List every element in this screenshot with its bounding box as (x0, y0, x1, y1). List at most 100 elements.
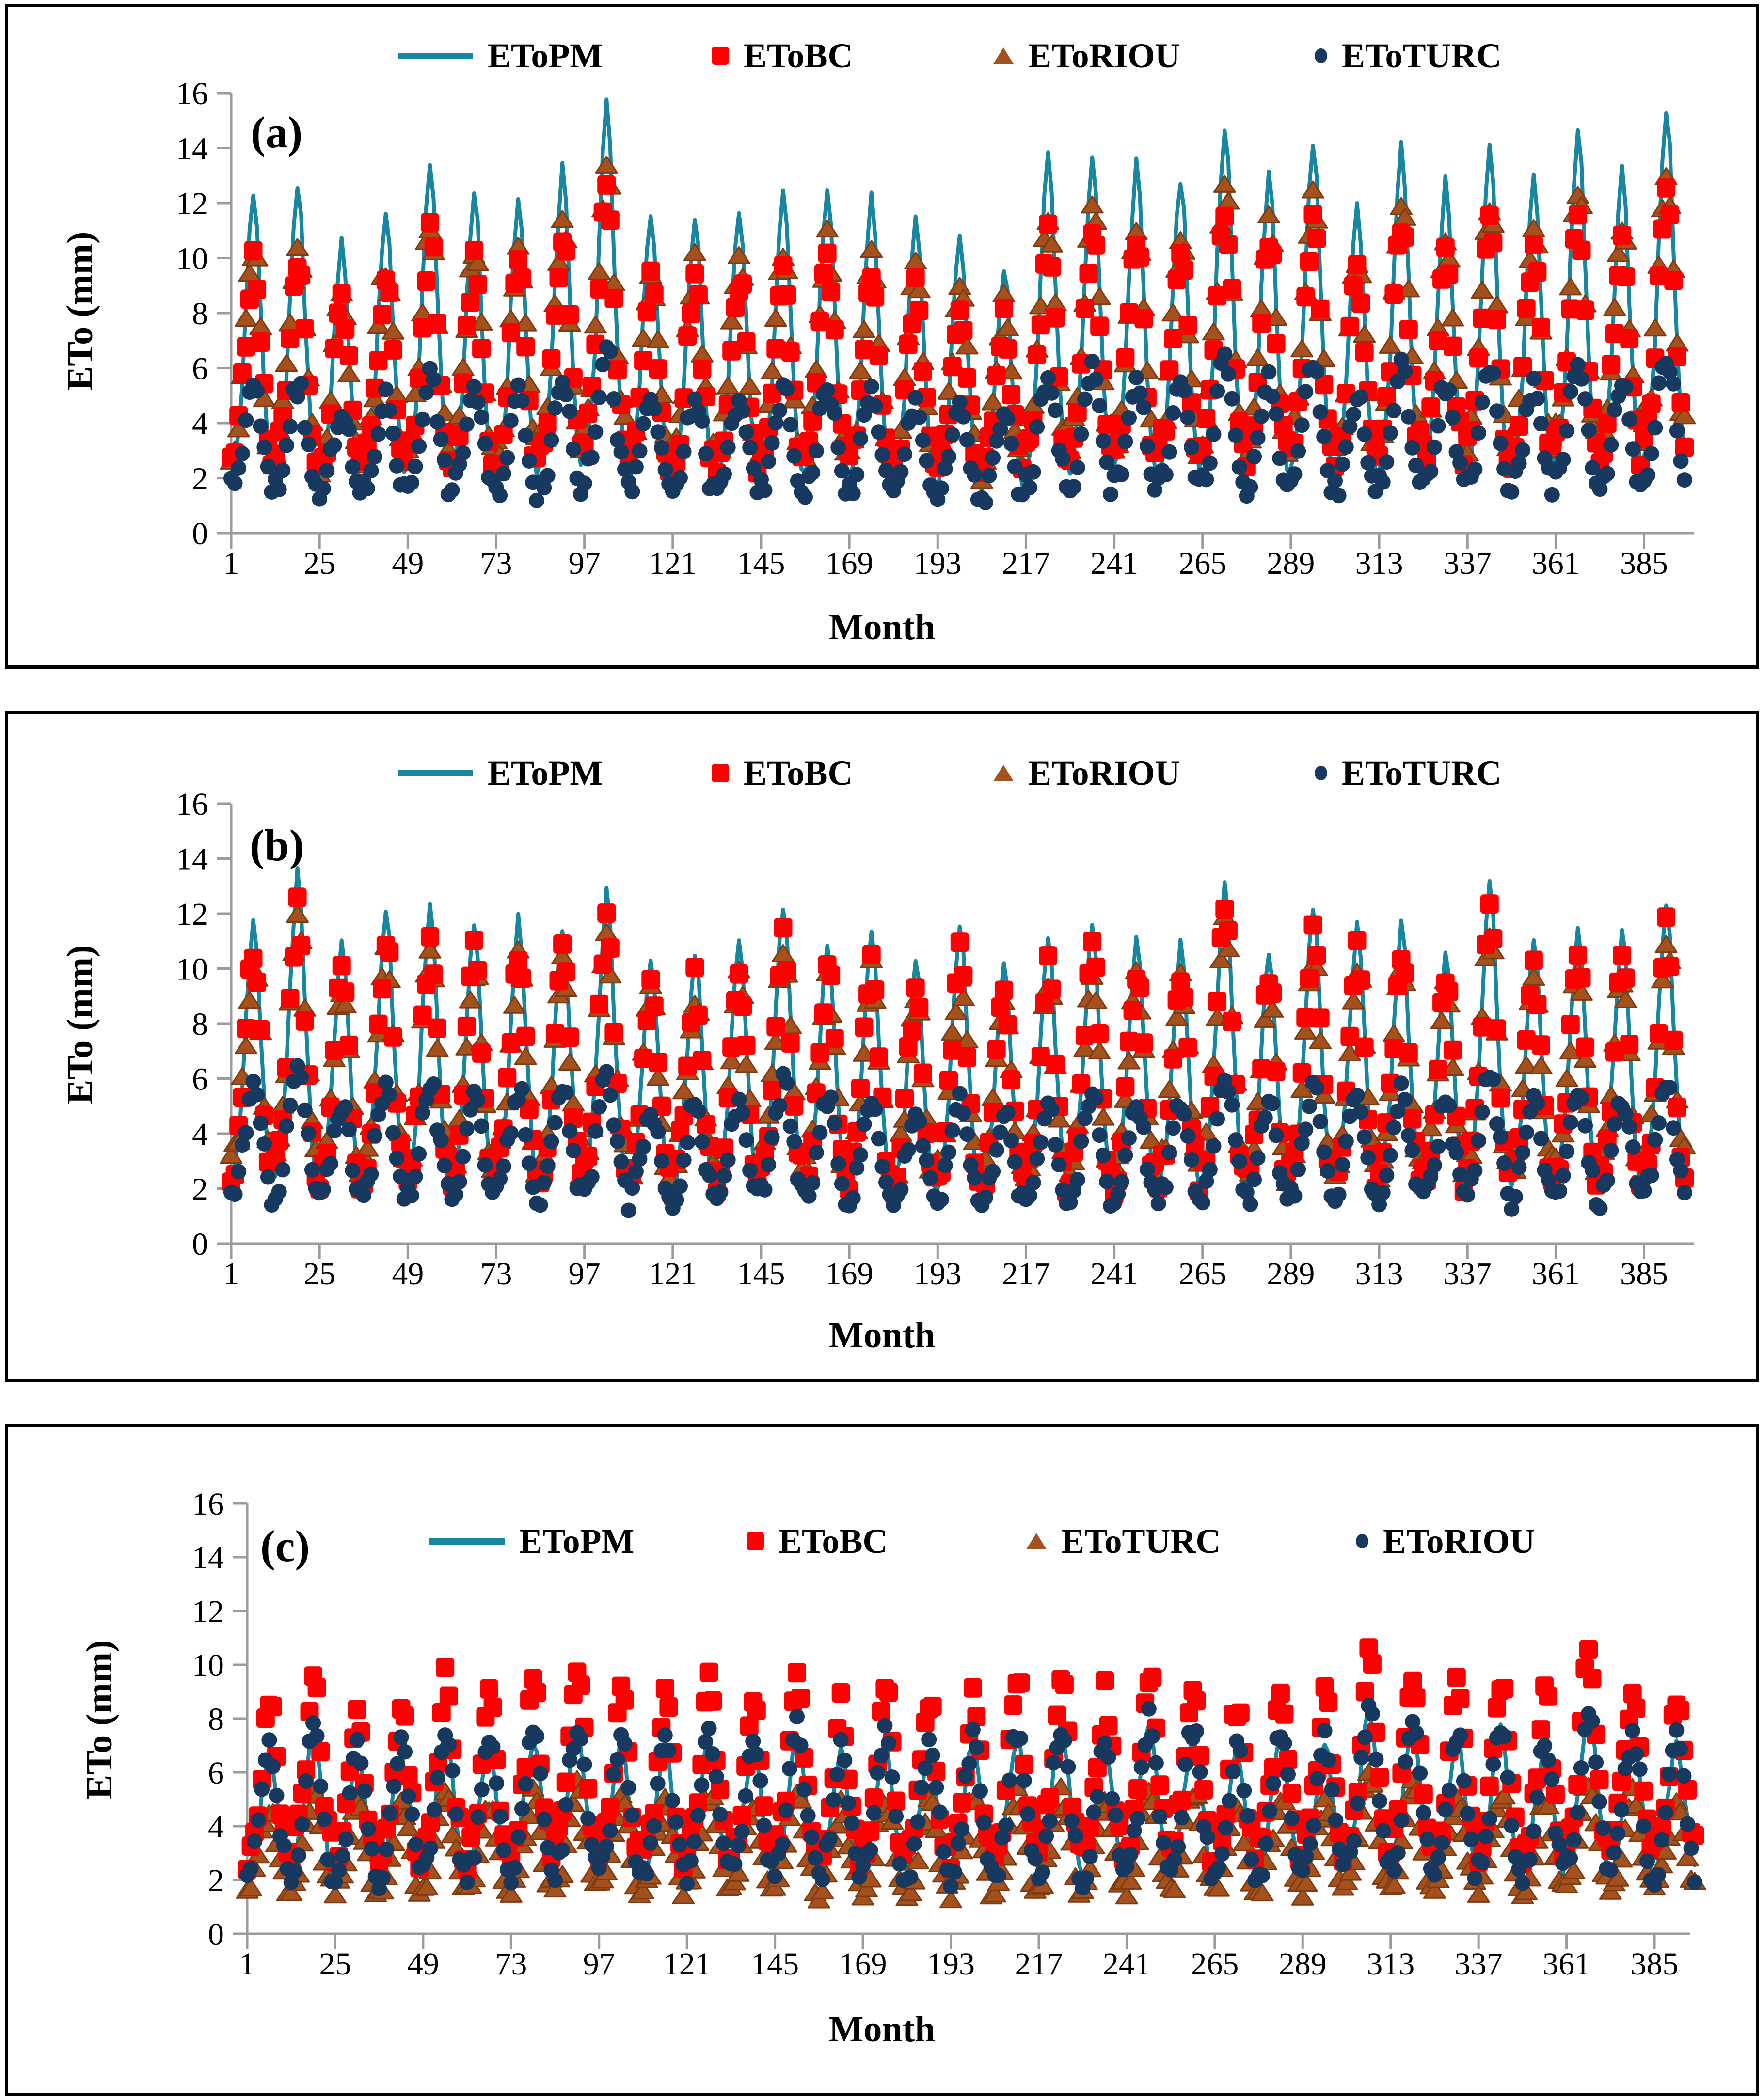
legend-item-etoriou: EToRIOU (993, 746, 1180, 800)
x-tick-label: 97 (569, 1256, 601, 1292)
x-tick-label: 49 (392, 1256, 424, 1292)
square-marker-icon (712, 764, 729, 782)
plot-area-c: 0 2 4 6 8 10 12 14 16 1 25 49 73 97 121 145 169 193 217 241… (192, 1486, 1706, 1982)
circle-marker-icon (1315, 48, 1327, 63)
legend-item-etopm: EToPM (429, 1515, 634, 1568)
y-tick-label: 14 (176, 842, 208, 877)
panel-c: EToPM EToBC EToTURC EToRIOU (c) ETo (mm)… (5, 1424, 1759, 2096)
x-tick-label: 385 (1620, 546, 1668, 581)
x-tick-label: 337 (1444, 1256, 1492, 1292)
x-axis-title: Month (828, 1315, 936, 1356)
x-tick-label: 265 (1178, 1256, 1226, 1292)
legend-item-etobc: EToBC (712, 29, 853, 82)
legend-item-etopm: EToPM (398, 746, 603, 800)
legend-item-etoturc: EToTURC (1026, 1515, 1221, 1568)
y-tick-label: 4 (192, 406, 208, 442)
plot-area-a: 0 2 4 6 8 10 12 14 16 1 25 49 73 97 121 145 169 193 217 241… (176, 76, 1696, 581)
x-tick-label: 25 (303, 546, 335, 581)
legend-label: EToTURC (1061, 1521, 1221, 1561)
y-tick-label: 12 (176, 897, 208, 932)
panel-letter: (a) (251, 108, 303, 157)
panel-a: EToPM EToBC EToRIOU EToTURC (a) ETo (mm)… (5, 4, 1759, 669)
legend-item-etopm: EToPM (398, 29, 603, 82)
x-tick-label: 145 (751, 1946, 799, 1982)
legend-label: EToPM (488, 753, 603, 792)
triangle-marker-icon (993, 765, 1014, 781)
triangle-marker-icon (993, 47, 1014, 64)
y-tick-label: 8 (192, 1007, 208, 1042)
x-tick-label: 337 (1444, 546, 1492, 581)
legend-label: EToTURC (1342, 36, 1502, 75)
y-tick-label: 10 (176, 241, 208, 277)
y-tick-label: 6 (192, 351, 208, 387)
x-tick-label: 97 (569, 546, 601, 581)
x-tick-label: 193 (914, 546, 962, 581)
legend-label: EToBC (744, 753, 853, 792)
legend-label: EToBC (779, 1521, 888, 1561)
square-marker-icon (712, 47, 729, 65)
y-tick-label: 14 (176, 131, 208, 167)
x-tick-label: 169 (826, 546, 874, 581)
y-tick-label: 14 (192, 1540, 224, 1576)
x-tick-label: 1 (223, 1256, 239, 1292)
x-tick-label: 193 (927, 1946, 975, 1982)
axes: 0 2 4 6 8 10 12 14 16 1 25 49 73 97 121 145 169 193 217 241… (176, 76, 1694, 581)
circle-marker-icon (1315, 766, 1327, 780)
x-tick-label: 289 (1267, 1256, 1315, 1292)
x-tick-label: 313 (1355, 1256, 1403, 1292)
x-tick-label: 385 (1631, 1946, 1679, 1982)
y-tick-label: 4 (208, 1809, 224, 1845)
y-tick-label: 0 (192, 1227, 208, 1262)
x-tick-label: 1 (223, 546, 239, 581)
series-EToRIOU (239, 1698, 1703, 1896)
legend-a: EToPM EToBC EToRIOU EToTURC (8, 29, 1756, 82)
y-tick-label: 2 (192, 1172, 208, 1207)
legend-item-etoriou: EToRIOU (993, 29, 1180, 82)
x-axis-title: Month (828, 607, 936, 647)
panel-b: EToPM EToBC EToRIOU EToTURC (b) ETo (mm)… (5, 711, 1759, 1382)
x-tick-label: 241 (1103, 1946, 1151, 1982)
x-tick-label: 49 (407, 1946, 439, 1982)
x-tick-label: 217 (1015, 1946, 1063, 1982)
x-tick-label: 25 (319, 1946, 351, 1982)
x-axis-title: Month (828, 2009, 936, 2050)
x-tick-label: 217 (1002, 1256, 1050, 1292)
x-tick-label: 145 (737, 546, 785, 581)
x-tick-label: 1 (239, 1946, 255, 1982)
x-tick-label: 289 (1279, 1946, 1327, 1982)
legend-item-etoriou: EToRIOU (1356, 1515, 1535, 1568)
legend-item-etobc: EToBC (712, 746, 853, 800)
x-tick-label: 361 (1532, 1256, 1580, 1292)
legend-c: EToPM EToBC EToTURC EToRIOU (8, 1515, 1756, 1568)
y-tick-label: 10 (176, 952, 208, 987)
x-tick-label: 337 (1455, 1946, 1503, 1982)
series-EToPM (229, 97, 1686, 492)
x-tick-label: 145 (737, 1256, 785, 1292)
x-tick-label: 121 (649, 546, 697, 581)
y-tick-label: 6 (192, 1062, 208, 1097)
triangle-marker-icon (1026, 1533, 1047, 1549)
y-tick-label: 16 (192, 1486, 224, 1522)
x-tick-label: 385 (1620, 1256, 1668, 1292)
x-tick-label: 265 (1178, 546, 1226, 581)
y-tick-label: 12 (176, 186, 208, 221)
y-tick-label: 0 (192, 516, 208, 552)
x-tick-label: 169 (826, 1256, 874, 1292)
y-tick-label: 4 (192, 1117, 208, 1152)
y-tick-label: 16 (176, 787, 208, 822)
legend-item-etobc: EToBC (747, 1515, 888, 1568)
line-swatch-icon (429, 1538, 505, 1545)
y-tick-label: 0 (208, 1917, 224, 1952)
legend-item-etoturc: EToTURC (1315, 29, 1501, 82)
y-tick-label: 16 (176, 76, 208, 111)
series-EToTURC (223, 339, 1692, 510)
y-tick-label: 2 (192, 461, 208, 497)
y-tick-label: 6 (208, 1755, 224, 1791)
circle-marker-icon (1356, 1534, 1368, 1548)
line-swatch-icon (398, 770, 473, 776)
series-EToTURC (223, 1058, 1692, 1218)
x-tick-label: 361 (1532, 546, 1580, 581)
legend-label: EToRIOU (1383, 1521, 1535, 1561)
x-tick-label: 73 (495, 1946, 527, 1982)
x-tick-label: 73 (480, 546, 512, 581)
